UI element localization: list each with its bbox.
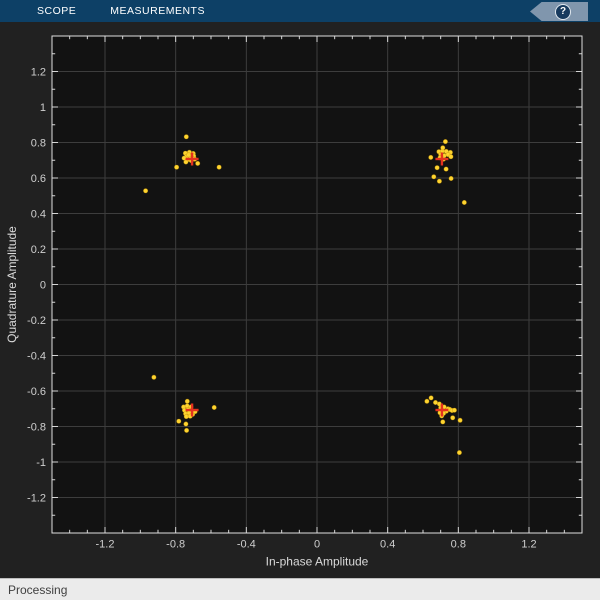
svg-text:0.8: 0.8 <box>451 539 466 551</box>
svg-text:-0.8: -0.8 <box>27 421 46 433</box>
svg-text:1.2: 1.2 <box>31 66 46 78</box>
svg-text:-1: -1 <box>36 457 46 469</box>
y-tick-labels: -1.2 -1 -0.8 -0.6 -0.4 -0.2 0 0.2 0.4 0.6 0.8 1 1.2 <box>27 66 46 504</box>
svg-text:0: 0 <box>40 279 46 291</box>
svg-text:-0.6: -0.6 <box>27 386 46 398</box>
toolstrip: SCOPE MEASUREMENTS ? <box>0 0 600 22</box>
axis-ticks <box>52 36 582 533</box>
svg-text:0.8: 0.8 <box>31 137 46 149</box>
svg-text:-1.2: -1.2 <box>27 492 46 504</box>
svg-text:0.4: 0.4 <box>31 208 46 220</box>
question-icon[interactable]: ? <box>555 3 571 20</box>
y-axis-label: Quadrature Amplitude <box>5 226 19 343</box>
svg-text:-0.4: -0.4 <box>237 539 256 551</box>
svg-text:-1.2: -1.2 <box>96 539 115 551</box>
svg-text:1.2: 1.2 <box>521 539 536 551</box>
svg-text:0.2: 0.2 <box>31 244 46 256</box>
svg-text:0.4: 0.4 <box>380 539 395 551</box>
svg-text:-0.8: -0.8 <box>166 539 185 551</box>
constellation-plot-canvas[interactable]: -1.2 -0.8 -0.4 0 0.4 0.8 1.2 -1.2 -1 -0.8 -0.6 -0.4… <box>0 22 600 578</box>
tab-measurements[interactable]: MEASUREMENTS <box>110 5 205 17</box>
status-bar: Processing <box>0 578 600 600</box>
tab-scope[interactable]: SCOPE <box>37 5 77 17</box>
scope-figure: -1.2 -0.8 -0.4 0 0.4 0.8 1.2 -1.2 -1 -0.8 -0.6 -0.4… <box>0 22 600 578</box>
svg-text:0.6: 0.6 <box>31 173 46 185</box>
reference-constellation-markers <box>185 152 449 417</box>
status-text: Processing <box>8 582 68 597</box>
grid-lines <box>52 36 582 533</box>
svg-text:0: 0 <box>314 539 320 551</box>
x-tick-labels: -1.2 -0.8 -0.4 0 0.4 0.8 1.2 <box>96 539 537 551</box>
help-button[interactable]: ? <box>530 2 588 21</box>
svg-text:1: 1 <box>40 102 46 114</box>
x-axis-label: In-phase Amplitude <box>266 555 369 569</box>
axes-border <box>51 35 583 534</box>
svg-text:-0.2: -0.2 <box>27 315 46 327</box>
svg-text:-0.4: -0.4 <box>27 350 46 362</box>
